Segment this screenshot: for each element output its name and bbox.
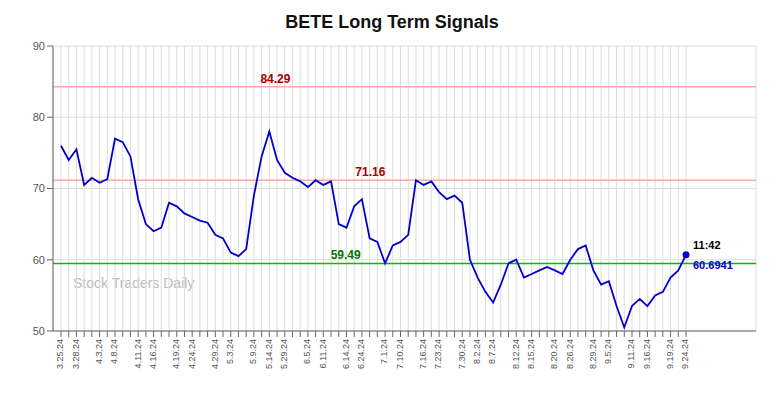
svg-text:5.9.24: 5.9.24 — [248, 339, 258, 364]
svg-text:8.7.24: 8.7.24 — [487, 339, 497, 364]
svg-text:6.11.24: 6.11.24 — [318, 339, 328, 368]
svg-text:4.16.24: 4.16.24 — [148, 339, 158, 369]
svg-text:50: 50 — [33, 325, 45, 337]
svg-text:60.6941: 60.6941 — [693, 259, 733, 271]
svg-text:8.29.24: 8.29.24 — [588, 339, 598, 369]
svg-text:5.14.24: 5.14.24 — [264, 339, 274, 369]
html-text:BETE Long Term Signals: BETE Long Term Signals — [285, 12, 499, 32]
svg-text:59.49: 59.49 — [331, 248, 361, 262]
svg-text:5.3.24: 5.3.24 — [225, 339, 235, 364]
svg-text:9.5.24: 9.5.24 — [603, 339, 613, 364]
svg-text:5.29.24: 5.29.24 — [279, 339, 289, 369]
svg-text:6.14.24: 6.14.24 — [341, 339, 351, 369]
svg-text:8.12.24: 8.12.24 — [511, 339, 521, 369]
svg-text:7.1.24: 7.1.24 — [379, 339, 389, 364]
svg-text:4.3.24: 4.3.24 — [94, 339, 104, 364]
svg-text:9.16.24: 9.16.24 — [642, 339, 652, 369]
svg-text:4.8.24: 4.8.24 — [109, 339, 119, 364]
svg-text:11:42: 11:42 — [693, 239, 721, 251]
svg-text:7.30.24: 7.30.24 — [457, 339, 467, 369]
svg-text:4.24.24: 4.24.24 — [187, 339, 197, 369]
svg-text:6.5.24: 6.5.24 — [302, 339, 312, 364]
svg-text:4.11.24: 4.11.24 — [133, 339, 143, 368]
html-text:Stock Traders Daily: Stock Traders Daily — [73, 275, 195, 291]
svg-text:9.24.24: 9.24.24 — [680, 339, 690, 369]
svg-text:3.25.24: 3.25.24 — [55, 339, 65, 369]
svg-text:4.19.24: 4.19.24 — [171, 339, 181, 369]
svg-text:8.20.24: 8.20.24 — [549, 339, 559, 369]
svg-text:3.28.24: 3.28.24 — [71, 339, 81, 369]
svg-text:9.11.24: 9.11.24 — [626, 339, 636, 368]
svg-text:7.16.24: 7.16.24 — [418, 339, 428, 369]
svg-text:90: 90 — [33, 40, 45, 52]
svg-text:8.15.24: 8.15.24 — [526, 339, 536, 369]
svg-text:4.29.24: 4.29.24 — [210, 339, 220, 369]
svg-text:7.23.24: 7.23.24 — [433, 339, 443, 369]
svg-text:71.16: 71.16 — [355, 165, 385, 179]
svg-text:80: 80 — [33, 111, 45, 123]
svg-text:84.29: 84.29 — [260, 72, 290, 86]
svg-text:7.10.24: 7.10.24 — [395, 339, 405, 369]
svg-text:70: 70 — [33, 182, 45, 194]
svg-text:8.26.24: 8.26.24 — [565, 339, 575, 369]
svg-text:8.2.24: 8.2.24 — [472, 339, 482, 364]
svg-text:6.24.24: 6.24.24 — [356, 339, 366, 369]
svg-text:60: 60 — [33, 254, 45, 266]
svg-text:9.19.24: 9.19.24 — [665, 339, 675, 369]
